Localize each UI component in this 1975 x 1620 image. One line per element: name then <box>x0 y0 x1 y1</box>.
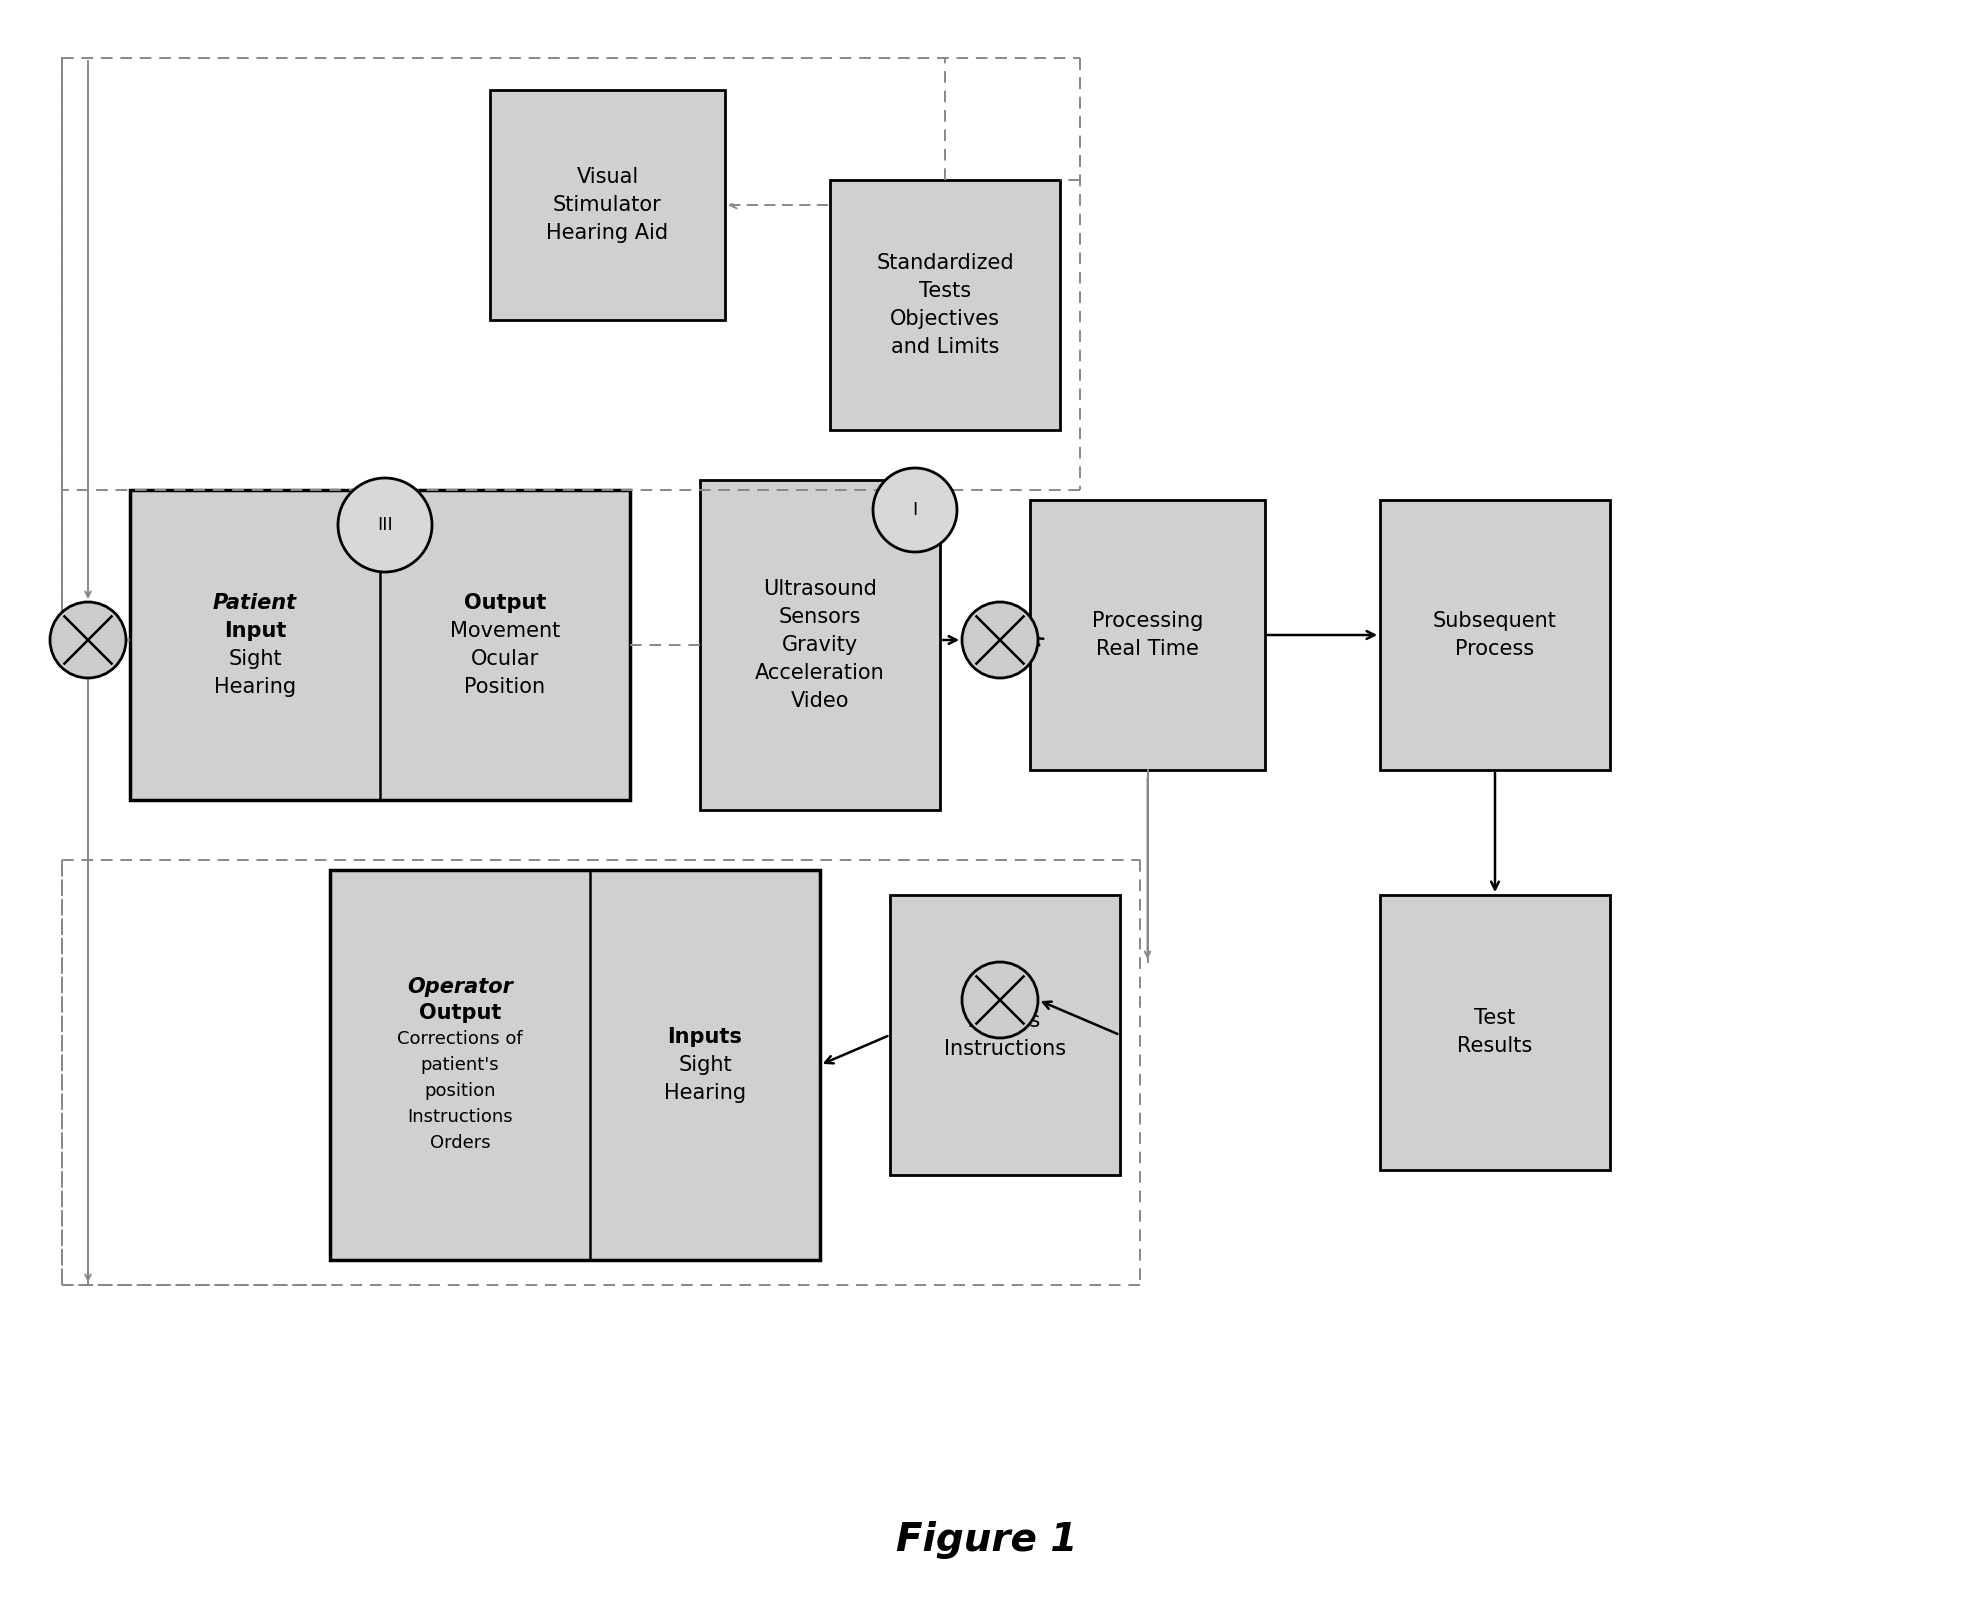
Text: position: position <box>425 1082 496 1100</box>
Text: Visual: Visual <box>577 167 638 186</box>
Bar <box>330 870 820 1260</box>
Bar <box>891 894 1120 1174</box>
Text: Results: Results <box>1458 1037 1533 1056</box>
Text: Standardized: Standardized <box>877 253 1013 274</box>
Text: Test: Test <box>1475 1009 1515 1029</box>
Text: Sight: Sight <box>229 650 282 669</box>
Text: Inputs: Inputs <box>668 1027 743 1047</box>
Circle shape <box>873 468 958 552</box>
Text: Process: Process <box>1456 638 1535 659</box>
Text: Input: Input <box>223 620 286 642</box>
Text: Tests: Tests <box>918 280 972 301</box>
Text: Output: Output <box>464 593 547 612</box>
Bar <box>1381 501 1610 770</box>
Text: Hearing: Hearing <box>213 677 296 697</box>
Text: Ultrasound: Ultrasound <box>762 578 877 599</box>
Text: Alarms: Alarms <box>970 1011 1041 1030</box>
Text: Ocular: Ocular <box>470 650 539 669</box>
Text: Corrections of: Corrections of <box>397 1030 523 1048</box>
Circle shape <box>962 603 1039 679</box>
Text: Objectives: Objectives <box>891 309 999 329</box>
Text: Gravity: Gravity <box>782 635 857 654</box>
Text: Hearing Aid: Hearing Aid <box>547 224 670 243</box>
Text: Operator: Operator <box>407 977 514 996</box>
Text: Processing: Processing <box>1092 611 1203 632</box>
Text: Position: Position <box>464 677 545 697</box>
Text: III: III <box>377 517 393 535</box>
Bar <box>1031 501 1266 770</box>
Text: Orders: Orders <box>431 1134 490 1152</box>
Text: Sight: Sight <box>677 1055 733 1076</box>
Text: Movement: Movement <box>450 620 561 642</box>
Text: Patient: Patient <box>213 593 296 612</box>
Text: Figure 1: Figure 1 <box>897 1521 1078 1558</box>
Text: Real Time: Real Time <box>1096 638 1199 659</box>
Text: Acceleration: Acceleration <box>754 663 885 684</box>
Bar <box>130 489 630 800</box>
Text: Sensors: Sensors <box>778 608 861 627</box>
Text: Stimulator: Stimulator <box>553 194 662 215</box>
Text: patient's: patient's <box>421 1056 500 1074</box>
Bar <box>830 180 1061 429</box>
Circle shape <box>49 603 126 679</box>
Circle shape <box>338 478 433 572</box>
Bar <box>490 91 725 321</box>
Text: Instructions: Instructions <box>944 1038 1066 1059</box>
Text: Subsequent: Subsequent <box>1434 611 1556 632</box>
Text: Hearing: Hearing <box>664 1084 747 1103</box>
Text: Instructions: Instructions <box>407 1108 514 1126</box>
Text: Output: Output <box>419 1003 502 1022</box>
Bar <box>1381 894 1610 1170</box>
Bar <box>699 480 940 810</box>
Text: I: I <box>912 501 918 518</box>
Text: Video: Video <box>790 692 849 711</box>
Circle shape <box>962 962 1039 1038</box>
Text: and Limits: and Limits <box>891 337 999 356</box>
